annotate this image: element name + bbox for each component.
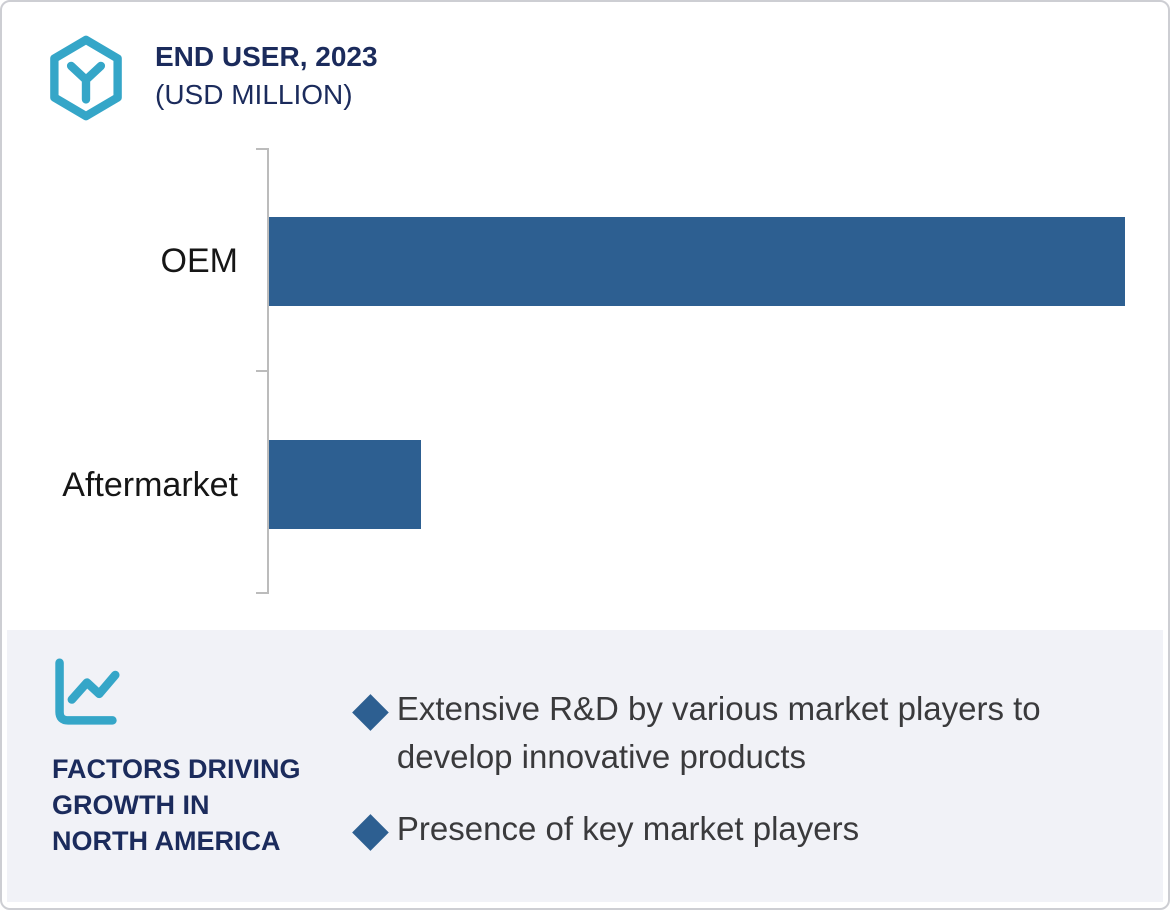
category-label-oem: OEM [160, 242, 238, 280]
factor-item: ◆ Presence of key market players [352, 805, 1092, 853]
factors-heading: FACTORS DRIVING GROWTH IN NORTH AMERICA [52, 751, 362, 859]
diamond-bullet-icon: ◆ [352, 801, 389, 857]
axis-tick [256, 592, 269, 594]
bar-oem [269, 217, 1125, 306]
factor-text: Extensive R&D by various market players … [396, 690, 1041, 775]
hexagon-y-icon [46, 34, 126, 122]
factor-item: ◆ Extensive R&D by various market player… [352, 685, 1092, 781]
factor-text: Presence of key market players [396, 810, 860, 847]
chart-title-line2: (USD MILLION) [155, 79, 353, 110]
chart-title-line1: END USER, 2023 [155, 41, 378, 72]
factors-panel: FACTORS DRIVING GROWTH IN NORTH AMERICA … [7, 630, 1163, 902]
axis-tick [256, 148, 269, 150]
diamond-bullet-icon: ◆ [352, 681, 389, 737]
factors-heading-line3: NORTH AMERICA [52, 826, 281, 856]
category-label-aftermarket: Aftermarket [62, 466, 238, 504]
factors-heading-line1: FACTORS DRIVING [52, 754, 301, 784]
chart-title: END USER, 2023 (USD MILLION) [155, 38, 378, 114]
line-chart-icon [52, 658, 120, 726]
axis-tick [256, 370, 269, 372]
factors-heading-line2: GROWTH IN [52, 790, 210, 820]
bar-aftermarket [269, 440, 421, 529]
factors-list: ◆ Extensive R&D by various market player… [352, 685, 1092, 853]
